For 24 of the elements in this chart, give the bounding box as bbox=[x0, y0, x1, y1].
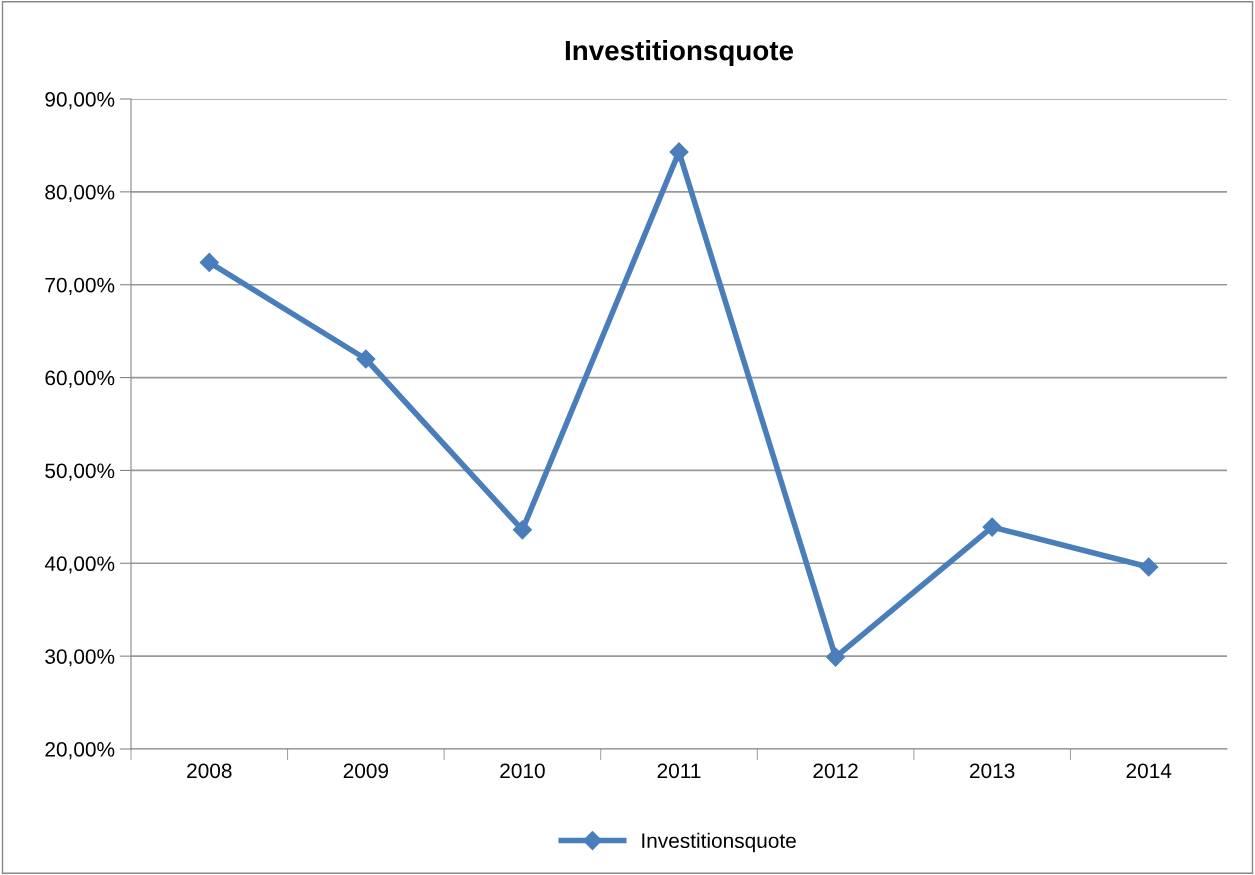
y-tick-label: 30,00% bbox=[45, 649, 115, 667]
point bbox=[199, 252, 219, 272]
x-tick-label: 2012 bbox=[813, 763, 858, 779]
chart-title: Investitionsquote bbox=[565, 39, 794, 66]
point bbox=[669, 142, 689, 162]
legend-label: Investitionsquote bbox=[642, 832, 796, 853]
y-tick-label: 90,00% bbox=[45, 92, 115, 110]
y-tick-label: 40,00% bbox=[44, 556, 115, 574]
y-tick-label: 60,00% bbox=[45, 370, 115, 388]
x-tick-label: 2014 bbox=[1126, 763, 1172, 779]
point bbox=[1139, 557, 1159, 577]
point bbox=[512, 520, 532, 540]
y-tick-label: 50,00% bbox=[45, 463, 115, 481]
point bbox=[826, 647, 846, 667]
point bbox=[356, 349, 376, 369]
x-tick-label: 2008 bbox=[187, 763, 232, 779]
x-tick-label: 2010 bbox=[500, 763, 545, 779]
y-tick-label: 70,00% bbox=[45, 277, 115, 295]
y-tick-label: 80,00% bbox=[45, 184, 115, 203]
y-tick-label: 20,00% bbox=[45, 742, 115, 760]
x-tick-label: 2011 bbox=[657, 763, 701, 779]
x-tick-label: 2009 bbox=[343, 763, 389, 779]
x-tick-label: 2013 bbox=[970, 763, 1015, 779]
point bbox=[982, 517, 1002, 537]
